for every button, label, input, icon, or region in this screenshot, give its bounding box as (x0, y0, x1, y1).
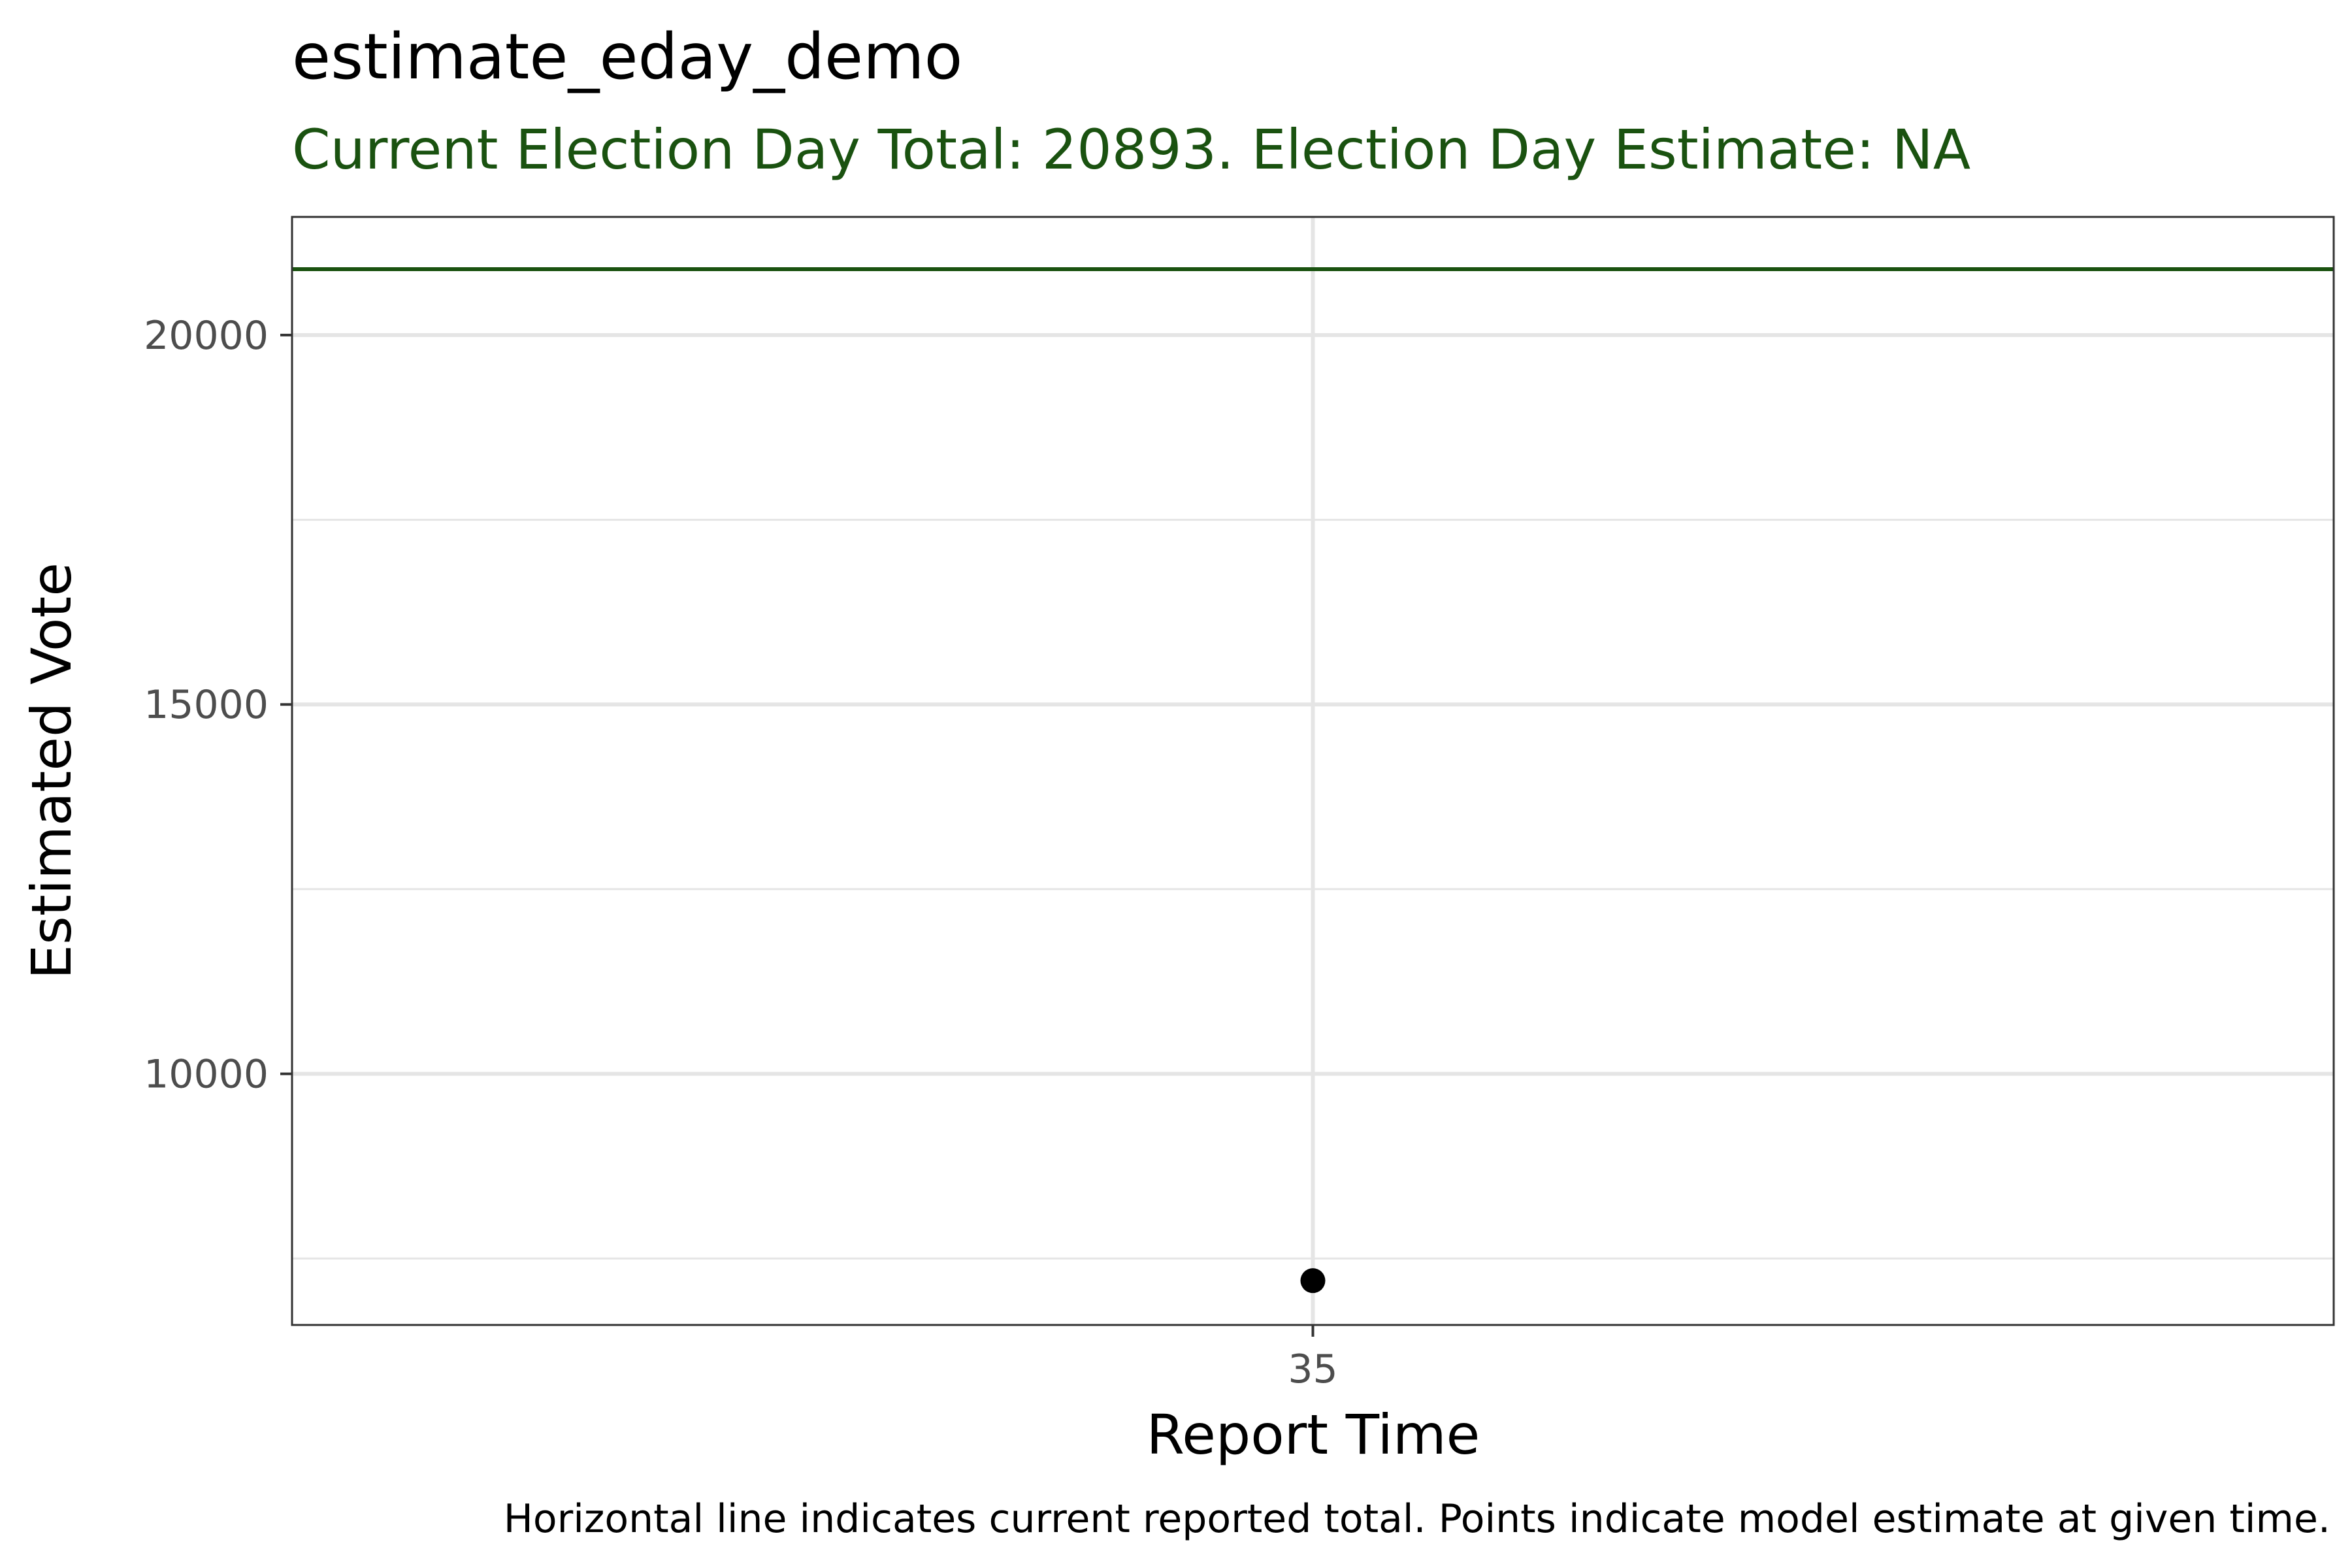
x-axis-title: Report Time (1147, 1403, 1480, 1467)
data-point (1300, 1268, 1326, 1294)
y-axis: 10000 15000 20000 (144, 313, 292, 1098)
x-axis: 35 (1288, 1325, 1338, 1392)
y-tick-label: 10000 (144, 1052, 269, 1098)
y-tick-label: 20000 (144, 313, 269, 359)
y-tick-label: 15000 (144, 682, 269, 728)
chart-caption: Horizontal line indicates current report… (504, 1496, 2330, 1542)
y-axis-title: Estimated Vote (20, 563, 84, 979)
chart-title: estimate_eday_demo (292, 20, 962, 93)
chart-subtitle: Current Election Day Total: 20893. Elect… (292, 118, 1970, 182)
grid (292, 217, 2334, 1325)
points-group (1300, 1268, 1326, 1294)
x-tick-label: 35 (1288, 1347, 1337, 1392)
